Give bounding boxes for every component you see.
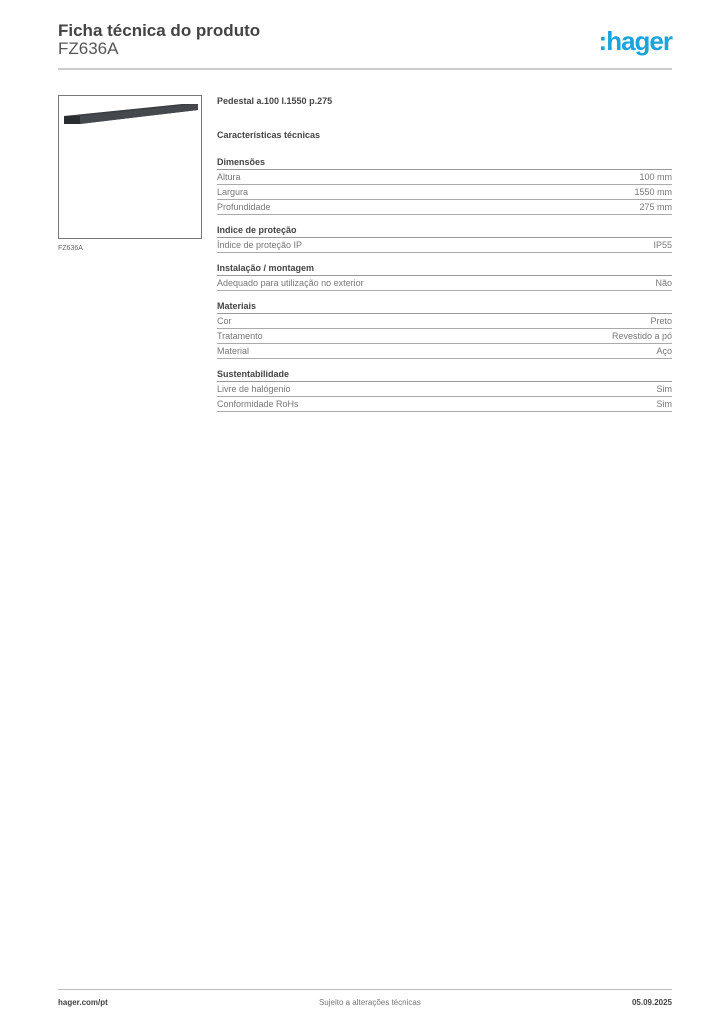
spec-value: Não (655, 278, 672, 288)
spec-label: Material (217, 346, 250, 356)
spec-section: Instalação / montagem Adequado para utili… (217, 262, 672, 291)
spec-row: Largura 1550 mm (217, 185, 672, 200)
spec-row: Altura 100 mm (217, 170, 672, 185)
spec-row: Tratamento Revestido a pó (217, 329, 672, 344)
spec-value: Aço (656, 346, 672, 356)
spec-label: Conformidade RoHs (217, 399, 299, 409)
spec-value: Sim (656, 384, 673, 394)
pedestal-illustration (64, 104, 198, 124)
spec-value: IP55 (653, 240, 672, 250)
section-header: Materiais (217, 300, 672, 314)
spec-value: 1550 mm (634, 187, 672, 197)
spec-label: Índice de proteção IP (217, 240, 303, 250)
image-caption: FZ636A (58, 245, 83, 252)
spec-label: Profundidade (217, 202, 271, 212)
spec-section: Dimensões Altura 100 mm Largura 1550 mm Profu… (217, 156, 672, 215)
spec-row: Adequado para utilização no exterior Não (217, 276, 672, 291)
header-divider (58, 68, 672, 70)
section-title: Características técnicas (217, 130, 321, 140)
spec-label: Adequado para utilização no exterior (217, 278, 364, 288)
spec-section: Sustentabilidade Livre de halógenio Sim Con… (217, 368, 672, 412)
spec-label: Altura (217, 172, 241, 182)
footer-note: Sujeito a alterações técnicas (318, 998, 421, 1007)
footer-website[interactable]: hager.com/pt (58, 998, 108, 1007)
spec-section: Materiais Cor Preto Tratamento Revestido a p… (217, 300, 672, 359)
spec-value: 100 mm (639, 172, 672, 182)
product-code: FZ636A (58, 39, 119, 58)
product-name: Pedestal a.100 l.1550 p.275 (217, 96, 333, 106)
spec-content: Pedestal a.100 l.1550 p.275 Característi… (217, 96, 672, 421)
page-title: Ficha técnica do produto (58, 21, 261, 40)
spec-label: Tratamento (217, 331, 263, 341)
spec-row: Material Aço (217, 344, 672, 359)
hager-logo: :hager (598, 26, 673, 56)
spec-row: Profundidade 275 mm (217, 200, 672, 215)
section-header: Indice de proteção (217, 224, 672, 238)
spec-row: Índice de proteção IP IP55 (217, 238, 672, 253)
product-image (58, 95, 202, 239)
section-header: Sustentabilidade (217, 368, 672, 382)
footer-date: 05.09.2025 (631, 998, 672, 1007)
spec-value: 275 mm (639, 202, 672, 212)
spec-row: Cor Preto (217, 314, 672, 329)
spec-row: Livre de halógenio Sim (217, 382, 672, 397)
spec-value: Sim (656, 399, 673, 409)
spec-label: Livre de halógenio (217, 384, 291, 394)
spec-label: Cor (217, 316, 232, 326)
footer: hager.com/pt Sujeito a alterações técnic… (58, 989, 672, 1007)
spec-value: Revestido a pó (611, 331, 672, 341)
spec-row: Conformidade RoHs Sim (217, 397, 672, 412)
section-header: Instalação / montagem (217, 262, 672, 276)
spec-label: Largura (217, 187, 249, 197)
section-header: Dimensões (217, 156, 672, 170)
spec-value: Preto (650, 316, 672, 326)
spec-section: Indice de proteção Índice de proteção IP I… (217, 224, 672, 253)
